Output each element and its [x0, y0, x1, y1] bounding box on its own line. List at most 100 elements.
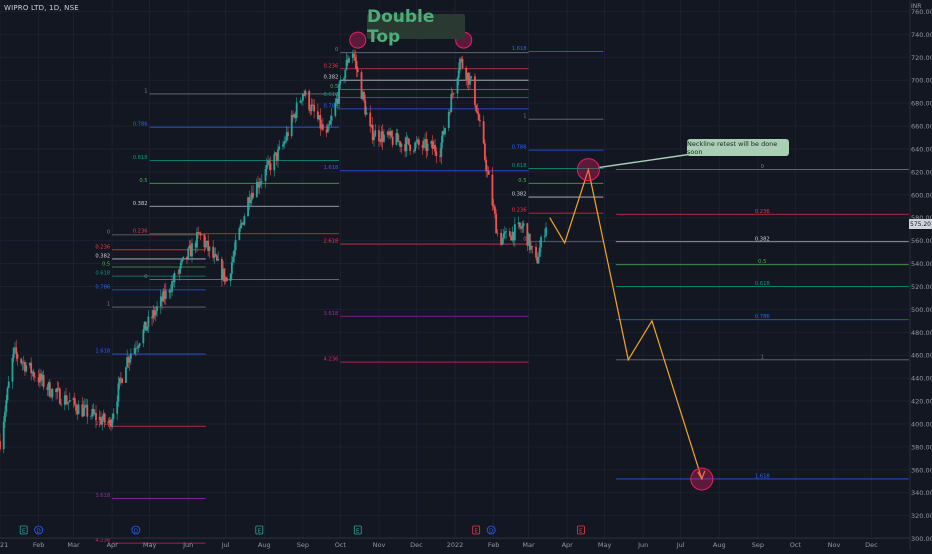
candle-body: [510, 236, 512, 241]
y-tick-label: 540.00: [911, 260, 932, 268]
candle-body: [34, 376, 36, 378]
candle-body: [399, 141, 402, 147]
candle-body: [250, 192, 253, 201]
candle-body: [351, 53, 354, 58]
x-tick-label: Sep: [297, 541, 309, 549]
x-tick-label: Aug: [258, 541, 271, 549]
candle-body: [477, 113, 480, 121]
candle-body: [487, 170, 490, 175]
candle-body: [63, 395, 66, 405]
candle-body: [252, 192, 254, 198]
candle-body: [240, 222, 243, 225]
candle-body: [469, 77, 471, 85]
y-tick-label: 760.00: [911, 8, 932, 16]
candle-body: [328, 124, 330, 126]
candle-body: [138, 343, 141, 347]
x-tick-label: Nov: [373, 541, 386, 549]
candle-body: [116, 401, 119, 414]
fib-level-label: 0: [144, 274, 147, 280]
candle-body: [143, 321, 146, 330]
fib-level-label: 0.236: [133, 228, 148, 234]
candle-body: [146, 326, 148, 331]
candle-body: [90, 416, 92, 417]
candle-body: [126, 357, 129, 368]
candle-body: [20, 358, 23, 364]
candle-body: [101, 420, 104, 425]
candle-body: [416, 139, 419, 142]
candle-body: [4, 411, 6, 422]
y-tick-label: 400.00: [911, 420, 932, 428]
candle-body: [181, 259, 183, 263]
candle-body: [492, 205, 495, 207]
candle-body: [511, 231, 514, 241]
candle-body: [308, 91, 311, 110]
candle-body: [361, 91, 364, 99]
fib-level-label: 1.618: [95, 349, 110, 355]
x-tick-label: Oct: [335, 541, 347, 549]
x-tick-label: Nov: [828, 541, 841, 549]
candle-body: [330, 115, 333, 121]
candle-body: [432, 144, 435, 149]
candle-body: [238, 228, 241, 240]
y-tick-label: 320.00: [911, 512, 932, 520]
candle-body: [173, 272, 176, 283]
candle-body: [338, 84, 340, 104]
candle-body: [484, 143, 486, 160]
candle-body: [452, 93, 455, 95]
candle-body: [283, 141, 286, 145]
candle-body: [189, 245, 192, 257]
candle-body: [107, 422, 110, 423]
candle-body: [493, 206, 496, 214]
candle-body: [391, 136, 394, 145]
candle-body: [421, 144, 424, 148]
candle-body: [267, 160, 269, 165]
candle-body: [85, 404, 87, 406]
candle-body: [151, 316, 153, 319]
x-tick-label: Mar: [67, 541, 80, 549]
y-tick-label: 460.00: [911, 352, 932, 360]
candle-body: [100, 416, 102, 425]
candle-body: [531, 246, 534, 247]
candle-body: [360, 72, 363, 99]
fib-level-label: 0.5: [518, 178, 526, 184]
x-tick-label: Mar: [522, 541, 535, 549]
candle-body: [302, 93, 304, 101]
candle-body: [329, 120, 332, 125]
candle-body: [93, 412, 96, 414]
candle-body: [374, 130, 377, 137]
candle-body: [242, 222, 244, 225]
candle-body: [274, 152, 277, 155]
x-tick-label: Jul: [221, 541, 230, 549]
candle-body: [51, 389, 54, 398]
candle-body: [303, 93, 306, 96]
callout-leader: [598, 153, 693, 169]
candle-body: [540, 236, 542, 248]
candle-body: [450, 93, 453, 113]
candle-body: [292, 114, 294, 118]
candle-body: [304, 91, 307, 96]
earnings-badge: [19, 525, 28, 535]
candle-body: [169, 291, 172, 293]
x-axis: 2021 Feb Mar Apr May Jun Jul Aug Sep Oct Nov Dec 202…: [0, 537, 910, 549]
fib-level-label: 3.618: [95, 493, 110, 499]
candle-body: [325, 129, 328, 133]
y-tick-label: 560.00: [911, 237, 932, 245]
candle-body: [435, 151, 438, 156]
candle-body: [120, 377, 122, 379]
candle-body: [95, 412, 97, 421]
candle-body: [441, 131, 444, 143]
candle-body: [118, 377, 121, 384]
fib-level-label: 0.618: [512, 163, 527, 169]
candle-body: [37, 377, 40, 383]
candle-body: [406, 137, 409, 139]
candle-body: [457, 70, 460, 79]
candle-body: [163, 290, 166, 299]
candle-body: [216, 255, 218, 261]
fib-level-label: 1.618: [512, 46, 527, 52]
candle-body: [395, 133, 398, 145]
fib-level-label: 0.786: [323, 103, 338, 109]
candle-body: [198, 232, 201, 234]
event-badge-label: D: [489, 528, 493, 534]
